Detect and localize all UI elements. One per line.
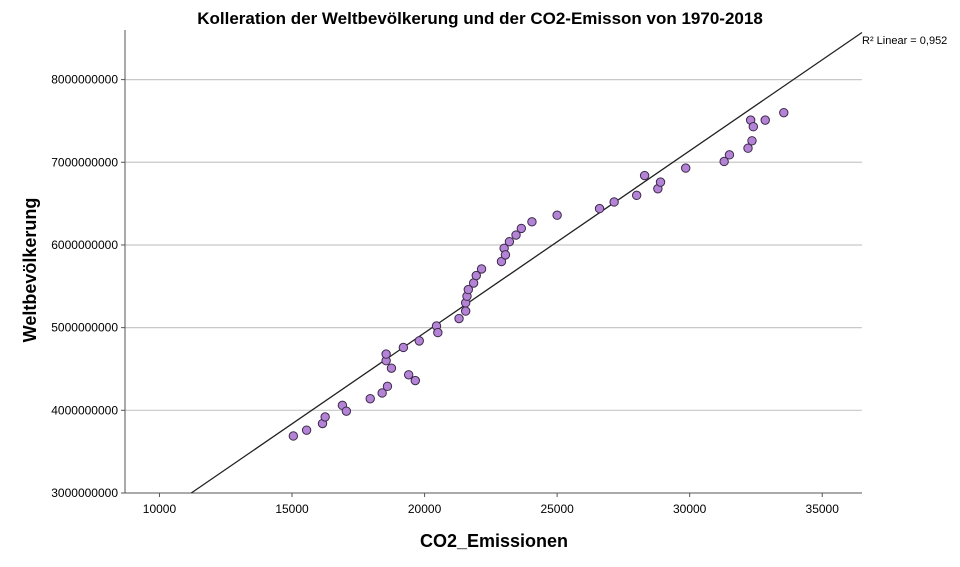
data-point [681,163,691,173]
gridlines [125,79,862,411]
data-point [301,425,312,435]
data-point [779,107,789,118]
data-point [471,270,481,281]
data-point [403,370,414,380]
data-point [724,150,735,160]
x-tick-label: 35000 [806,502,840,516]
x-tick-label: 25000 [540,502,574,516]
data-point [516,223,527,234]
data-point [552,210,562,220]
data-points [288,107,789,441]
data-point [500,250,511,260]
data-point [398,342,409,353]
data-point [454,313,464,324]
regression-line [190,31,863,494]
data-point [433,327,443,338]
data-point [748,122,759,132]
data-point [594,203,605,214]
data-point [719,156,729,167]
data-point [476,264,487,274]
y-tick-label: 5000000000 [51,321,118,335]
data-point [743,143,753,153]
data-point [460,306,471,316]
data-point [609,197,619,207]
data-point [381,349,391,359]
data-point [377,388,387,398]
data-point [639,170,650,181]
y-tick-label: 8000000000 [51,73,118,87]
data-point [527,217,537,227]
data-point [365,394,375,404]
data-point [631,190,642,201]
x-axis-title: CO2_Emissionen [420,531,568,551]
y-ticks: 3000000000 4000000000 5000000000 6000000000… [51,73,125,500]
fit-line-group: R² Linear = 0,952 [190,31,947,494]
data-point [504,236,515,247]
y-tick-label: 7000000000 [51,155,118,169]
x-tick-label: 30000 [673,502,707,516]
data-point [288,431,299,441]
data-point [760,115,770,125]
x-ticks: 10000 15000 20000 25000 30000 35000 [143,493,839,516]
data-point [414,336,424,346]
data-point [410,375,420,386]
data-point [386,363,397,373]
data-point [382,381,393,392]
data-point [463,284,474,295]
data-point [511,230,521,240]
y-tick-label: 6000000000 [51,238,118,252]
y-tick-label: 3000000000 [51,486,118,500]
y-tick-label: 4000000000 [51,403,118,417]
x-tick-label: 20000 [408,502,442,516]
chart-title: Kolleration der Weltbevölkerung und der … [197,9,763,28]
x-tick-label: 15000 [275,502,309,516]
data-point [655,177,666,187]
x-tick-label: 10000 [143,502,177,516]
data-point [747,136,757,146]
r-squared-label: R² Linear = 0,952 [862,35,947,47]
y-axis-title: Weltbevölkerung [20,198,40,343]
data-point [341,406,352,416]
data-point [320,412,330,422]
